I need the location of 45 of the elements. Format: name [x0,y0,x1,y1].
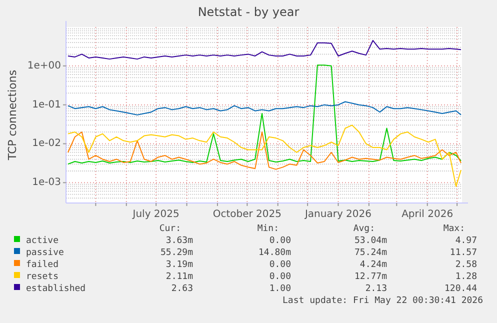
text: 0.00 [269,272,291,282]
line-series [67,132,462,170]
text: 2.58 [455,260,477,270]
text: Min: [257,224,279,234]
text: 2.63 [171,284,193,294]
text: 0.00 [269,236,291,246]
y-tick-label: 1e+00 [27,60,61,72]
text: 0.00 [269,260,291,270]
y-axis-title: TCP connections [6,70,19,162]
line-series [67,101,462,116]
chart-title: Netstat - by year [198,5,300,19]
legend-label: resets [26,272,59,282]
x-tick-label: October 2025 [212,209,282,220]
text: 75.24m [354,248,387,258]
x-tick-label: January 2026 [304,209,372,220]
text: 3.63m [166,236,193,246]
text: 1.28 [455,272,477,282]
text: 4.97 [455,236,477,246]
text: 53.04m [354,236,387,246]
line-series [67,124,462,187]
text: 14.80m [258,248,291,258]
text: Last update: Fri May 22 00:30:41 2026 [282,296,483,306]
line-series [67,40,462,60]
text: 2.13 [365,284,387,294]
text: Avg: [353,224,375,234]
y-tick-label: 1e-03 [32,177,61,188]
legend-label: active [26,236,59,246]
text: 1.00 [269,284,291,294]
text: 11.57 [450,248,477,258]
legend-label: failed [26,260,59,270]
text: 12.77m [354,272,387,282]
x-tick-label: April 2026 [402,209,454,220]
y-tick-label: 1e-02 [32,138,61,150]
text: 4.24m [360,260,387,270]
legend-label: established [26,284,86,294]
legend-label: passive [26,248,64,258]
text: 120.44 [444,284,477,294]
text: 2.11m [166,272,193,282]
text: 55.29m [160,248,193,258]
text: Max: [443,224,465,234]
text: 3.19m [166,260,193,270]
text: Cur: [159,224,181,234]
line-series [67,64,462,165]
y-tick-label: 1e-01 [32,99,61,110]
x-tick-label: July 2025 [132,209,180,220]
